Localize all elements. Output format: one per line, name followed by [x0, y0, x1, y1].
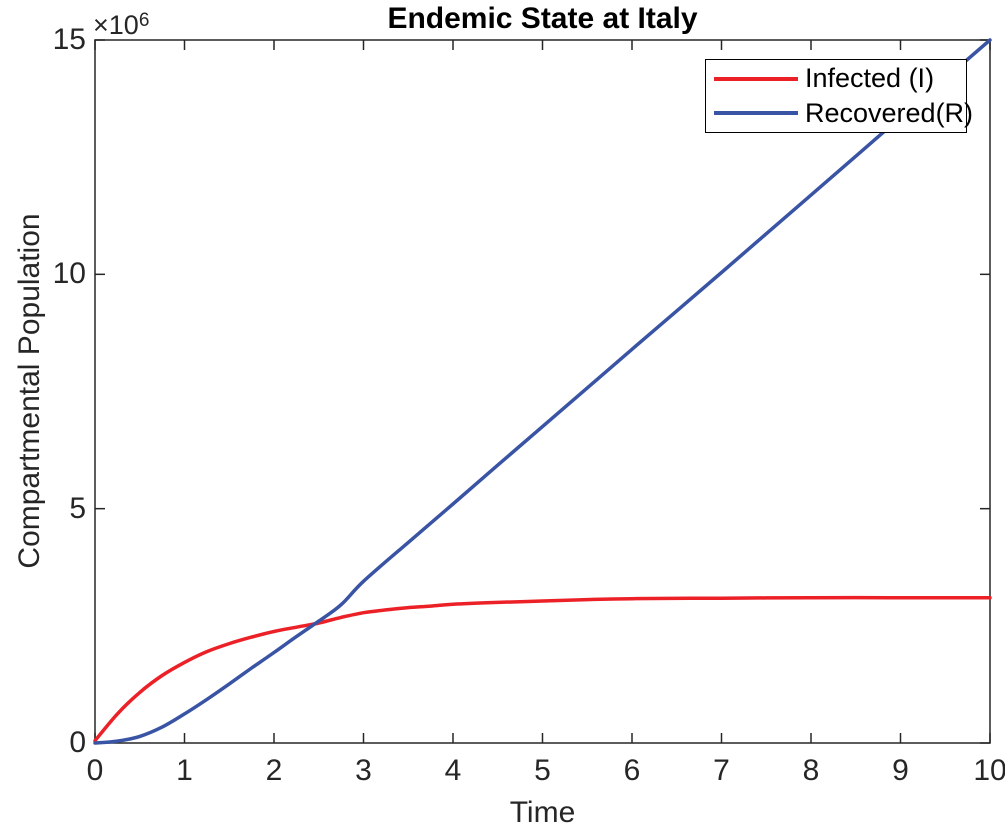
x-axis-label: Time [509, 796, 576, 829]
x-tick-label: 8 [802, 754, 820, 787]
y-axis-multiplier-exponent: 6 [138, 10, 150, 31]
x-tick-label: 2 [265, 754, 283, 787]
x-tick-label: 5 [534, 754, 551, 787]
x-tick-label: 4 [444, 754, 462, 787]
x-tick-label: 0 [86, 754, 104, 787]
legend-line-sample-infected [714, 76, 798, 81]
chart-title: Endemic State at Italy [387, 2, 698, 35]
y-axis-multiplier-base: ×10 [93, 10, 139, 40]
y-axis-multiplier: ×106 [93, 8, 149, 41]
legend-label-recovered: Recovered(R) [805, 97, 974, 128]
x-tick-label: 9 [892, 754, 909, 787]
x-tick-label: 1 [176, 754, 193, 787]
x-tick-label: 6 [623, 754, 641, 787]
legend-item-infected: Infected (I) [706, 63, 966, 94]
plot-box [94, 39, 991, 744]
x-tick-label: 7 [713, 754, 730, 787]
x-tick-label: 10 [973, 754, 1005, 787]
legend-line-sample-recovered [714, 111, 798, 116]
series-line-infected [93, 595, 992, 743]
y-tick-label: 0 [69, 726, 86, 759]
y-tick-label: 10 [52, 257, 86, 291]
y-tick-label: 5 [69, 491, 86, 525]
y-tick-label: 15 [52, 23, 86, 56]
series-line-recovered [93, 38, 992, 745]
x-tick-label: 3 [355, 754, 372, 787]
legend-item-recovered: Recovered(R) [706, 98, 973, 129]
legend-label-infected: Infected (I) [805, 63, 935, 94]
legend: Infected (I) Recovered(R) [705, 59, 973, 133]
